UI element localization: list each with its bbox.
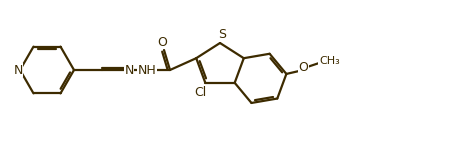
Text: O: O	[157, 35, 167, 49]
Text: N: N	[14, 64, 22, 77]
Text: Cl: Cl	[194, 86, 207, 99]
Text: N: N	[124, 64, 134, 77]
Text: O: O	[298, 61, 308, 74]
Text: NH: NH	[138, 64, 157, 77]
Text: CH₃: CH₃	[319, 56, 340, 66]
Text: S: S	[218, 29, 226, 42]
